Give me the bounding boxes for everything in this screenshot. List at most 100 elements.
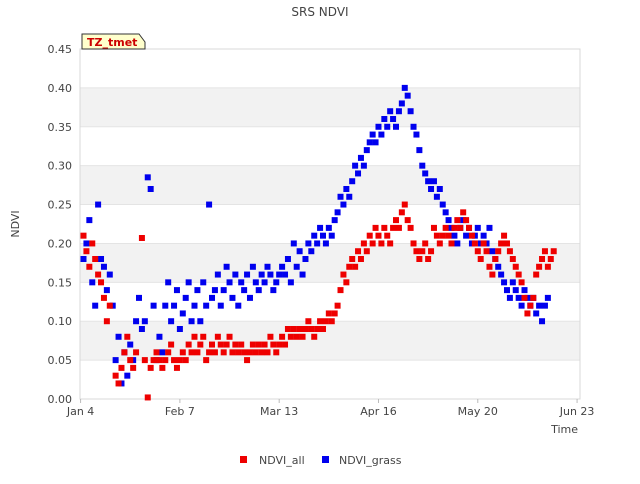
data-point — [430, 224, 437, 231]
legend-swatch-ndvi-grass — [322, 456, 329, 463]
data-point — [328, 232, 335, 239]
data-point — [372, 139, 379, 146]
data-point — [89, 240, 96, 247]
data-point — [182, 357, 189, 364]
data-point — [495, 248, 502, 255]
data-point — [343, 279, 350, 286]
data-point — [489, 271, 496, 278]
data-point — [147, 364, 154, 371]
data-point — [100, 263, 107, 270]
data-point — [319, 326, 326, 332]
data-point — [319, 232, 326, 239]
data-point — [428, 248, 435, 255]
y-tick-label: 0.40 — [48, 82, 73, 95]
data-point — [433, 232, 440, 239]
data-point — [194, 287, 201, 294]
data-point — [474, 248, 481, 255]
data-point — [305, 318, 312, 325]
data-point — [366, 139, 373, 146]
data-point — [92, 302, 99, 309]
data-point — [290, 326, 297, 332]
data-point — [419, 162, 426, 169]
data-point — [398, 100, 405, 107]
data-point — [206, 349, 213, 356]
data-point — [232, 341, 239, 348]
data-point — [404, 92, 411, 99]
data-point — [282, 271, 289, 278]
data-point — [533, 271, 540, 278]
y-tick-label: 0.00 — [48, 393, 73, 406]
data-point — [179, 349, 186, 356]
data-point — [536, 302, 543, 309]
data-point — [454, 217, 461, 224]
data-point — [162, 357, 169, 364]
data-point — [471, 240, 478, 247]
data-point — [249, 341, 256, 348]
data-point — [144, 394, 151, 401]
data-point — [343, 186, 350, 192]
data-point — [258, 349, 265, 356]
data-point — [290, 240, 297, 247]
x-tick-label: Jun 23 — [559, 405, 595, 418]
data-point — [445, 217, 452, 224]
data-point — [305, 240, 312, 247]
data-point — [141, 357, 148, 364]
data-point — [436, 240, 443, 247]
data-point — [106, 302, 113, 309]
data-point — [378, 240, 385, 247]
data-point — [477, 256, 484, 262]
data-point — [451, 224, 458, 231]
data-point — [533, 310, 540, 317]
data-point — [159, 364, 166, 371]
data-point — [299, 333, 306, 340]
data-point — [393, 217, 400, 224]
data-point — [489, 248, 496, 255]
y-tick-label: 0.20 — [48, 237, 73, 250]
data-point — [407, 108, 414, 115]
data-point — [95, 271, 102, 278]
data-point — [509, 279, 516, 286]
data-point — [185, 341, 192, 348]
data-point — [483, 248, 490, 255]
data-point — [241, 349, 248, 356]
data-point — [536, 263, 543, 270]
data-point — [282, 341, 289, 348]
data-point — [270, 341, 277, 348]
data-point — [495, 263, 502, 270]
data-point — [530, 294, 537, 301]
data-point — [83, 248, 90, 255]
data-point — [378, 131, 385, 138]
plot-bands — [80, 49, 580, 399]
data-point — [80, 256, 87, 262]
data-point — [544, 263, 551, 270]
data-point — [244, 271, 251, 278]
data-point — [317, 318, 324, 325]
data-point — [112, 357, 119, 364]
data-point — [501, 279, 508, 286]
data-point — [425, 256, 432, 262]
data-point — [182, 294, 189, 301]
data-point — [173, 287, 180, 294]
data-point — [188, 349, 195, 356]
data-point — [246, 294, 253, 301]
grid-band — [80, 126, 580, 166]
data-point — [80, 232, 87, 239]
data-point — [232, 271, 239, 278]
data-point — [352, 263, 359, 270]
data-point — [284, 326, 291, 332]
data-point — [144, 174, 151, 181]
data-point — [89, 279, 96, 286]
data-point — [223, 263, 230, 270]
x-axis-label: Time — [550, 423, 578, 436]
data-point — [541, 248, 548, 255]
data-point — [422, 240, 429, 247]
data-point — [480, 232, 487, 239]
data-point — [302, 256, 309, 262]
data-point — [141, 318, 148, 325]
data-point — [346, 193, 353, 200]
data-point — [133, 349, 140, 356]
data-point — [398, 209, 405, 216]
data-point — [124, 333, 131, 340]
data-point — [550, 248, 557, 255]
